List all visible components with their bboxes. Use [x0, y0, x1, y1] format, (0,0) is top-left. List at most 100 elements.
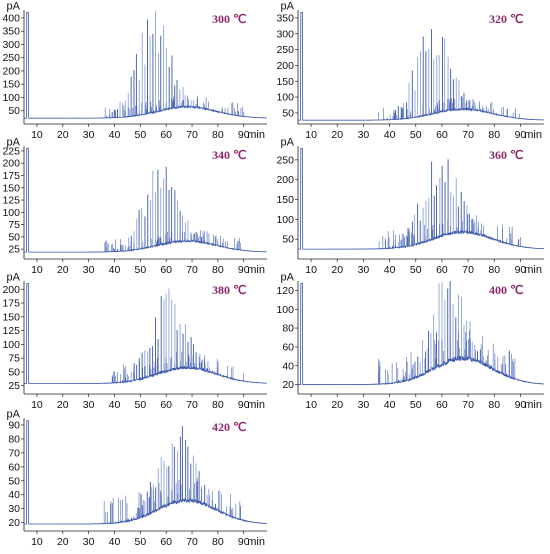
y-tick-label: 200	[2, 65, 20, 77]
x-tick-label: 30	[83, 264, 95, 276]
x-tick-label: 70	[462, 399, 474, 411]
y-tick-label: 400	[2, 12, 20, 24]
x-tick-label: 90	[515, 129, 527, 141]
x-tick-label: 90	[238, 129, 250, 141]
y-tick-label: 150	[2, 182, 20, 194]
x-tick-label: 20	[331, 129, 343, 141]
x-tick-label: 40	[384, 399, 396, 411]
y-tick-label: 300	[276, 28, 294, 40]
y-tick-label: 150	[2, 79, 20, 91]
x-tick-label: 90	[238, 399, 250, 411]
x-tick-label: 70	[186, 264, 198, 276]
y-tick-label: 125	[2, 325, 20, 337]
x-tick-label: 70	[462, 129, 474, 141]
x-tick-label: 60	[160, 399, 172, 411]
y-tick-label: 25	[8, 244, 20, 256]
x-tick-label: 80	[488, 399, 500, 411]
y-tick-label: 225	[2, 145, 20, 157]
x-tick-label: 60	[436, 399, 448, 411]
y-tick-label: 40	[282, 360, 294, 372]
y-tick-label: 175	[2, 298, 20, 310]
x-tick-label: 70	[186, 536, 198, 548]
x-tick-label: 10	[31, 264, 43, 276]
x-tick-label: 70	[462, 264, 474, 276]
x-tick-label: 80	[488, 264, 500, 276]
x-tick-label: 70	[186, 129, 198, 141]
x-tick-label: 30	[83, 399, 95, 411]
x-axis-unit: min	[247, 399, 265, 411]
y-tick-label: 150	[276, 76, 294, 88]
x-tick-label: 80	[212, 264, 224, 276]
y-tick-label: 80	[8, 433, 20, 445]
x-axis-unit: min	[247, 129, 265, 141]
y-tick-label: 80	[282, 323, 294, 335]
x-tick-label: 30	[358, 399, 370, 411]
x-tick-label: 30	[83, 129, 95, 141]
x-tick-label: 40	[384, 264, 396, 276]
x-tick-label: 10	[305, 129, 317, 141]
y-tick-label: 75	[8, 353, 20, 365]
y-tick-label: 100	[2, 339, 20, 351]
temperature-label: 340 ℃	[212, 148, 246, 162]
x-tick-label: 10	[305, 399, 317, 411]
x-tick-label: 40	[109, 264, 121, 276]
y-tick-label: 70	[8, 447, 20, 459]
temperature-label: 380 ℃	[212, 283, 246, 297]
x-tick-label: 10	[31, 399, 43, 411]
x-tick-label: 40	[109, 129, 121, 141]
chromatogram-trace	[298, 283, 544, 386]
y-tick-label: 100	[2, 207, 20, 219]
y-axis-unit: pA	[281, 272, 295, 284]
x-tick-label: 50	[134, 399, 146, 411]
temperature-label: 400 ℃	[489, 283, 523, 297]
x-tick-label: 50	[134, 129, 146, 141]
y-axis-unit: pA	[7, 1, 21, 13]
x-tick-label: 60	[436, 129, 448, 141]
chromatogram-trace	[24, 11, 267, 119]
x-tick-label: 60	[436, 264, 448, 276]
x-axis-unit: min	[247, 264, 265, 276]
y-tick-label: 40	[8, 489, 20, 501]
y-axis-unit: pA	[281, 1, 295, 13]
y-tick-label: 200	[2, 284, 20, 296]
y-tick-label: 200	[276, 60, 294, 72]
x-axis-unit: min	[524, 399, 542, 411]
y-tick-label: 20	[282, 379, 294, 391]
x-tick-label: 50	[134, 264, 146, 276]
y-tick-label: 300	[2, 39, 20, 51]
y-tick-label: 200	[276, 174, 294, 186]
x-tick-label: 30	[358, 264, 370, 276]
y-tick-label: 60	[282, 341, 294, 353]
y-tick-label: 150	[276, 194, 294, 206]
y-tick-label: 20	[8, 517, 20, 529]
x-tick-label: 60	[160, 264, 172, 276]
temperature-label: 320 ℃	[489, 12, 523, 26]
x-tick-label: 60	[160, 536, 172, 548]
y-tick-label: 50	[282, 234, 294, 246]
y-tick-label: 250	[2, 52, 20, 64]
y-tick-label: 100	[276, 214, 294, 226]
y-tick-label: 90	[8, 419, 20, 431]
x-tick-label: 40	[384, 129, 396, 141]
x-tick-label: 40	[109, 399, 121, 411]
temperature-label: 360 ℃	[489, 148, 523, 162]
x-tick-label: 30	[358, 129, 370, 141]
y-tick-label: 350	[2, 26, 20, 38]
x-tick-label: 80	[212, 399, 224, 411]
x-tick-label: 20	[57, 536, 69, 548]
temperature-label: 420 ℃	[212, 420, 246, 434]
y-tick-label: 125	[2, 195, 20, 207]
y-tick-label: 75	[8, 219, 20, 231]
x-tick-label: 20	[57, 399, 69, 411]
x-tick-label: 10	[305, 264, 317, 276]
y-tick-label: 100	[276, 304, 294, 316]
y-tick-label: 100	[276, 92, 294, 104]
